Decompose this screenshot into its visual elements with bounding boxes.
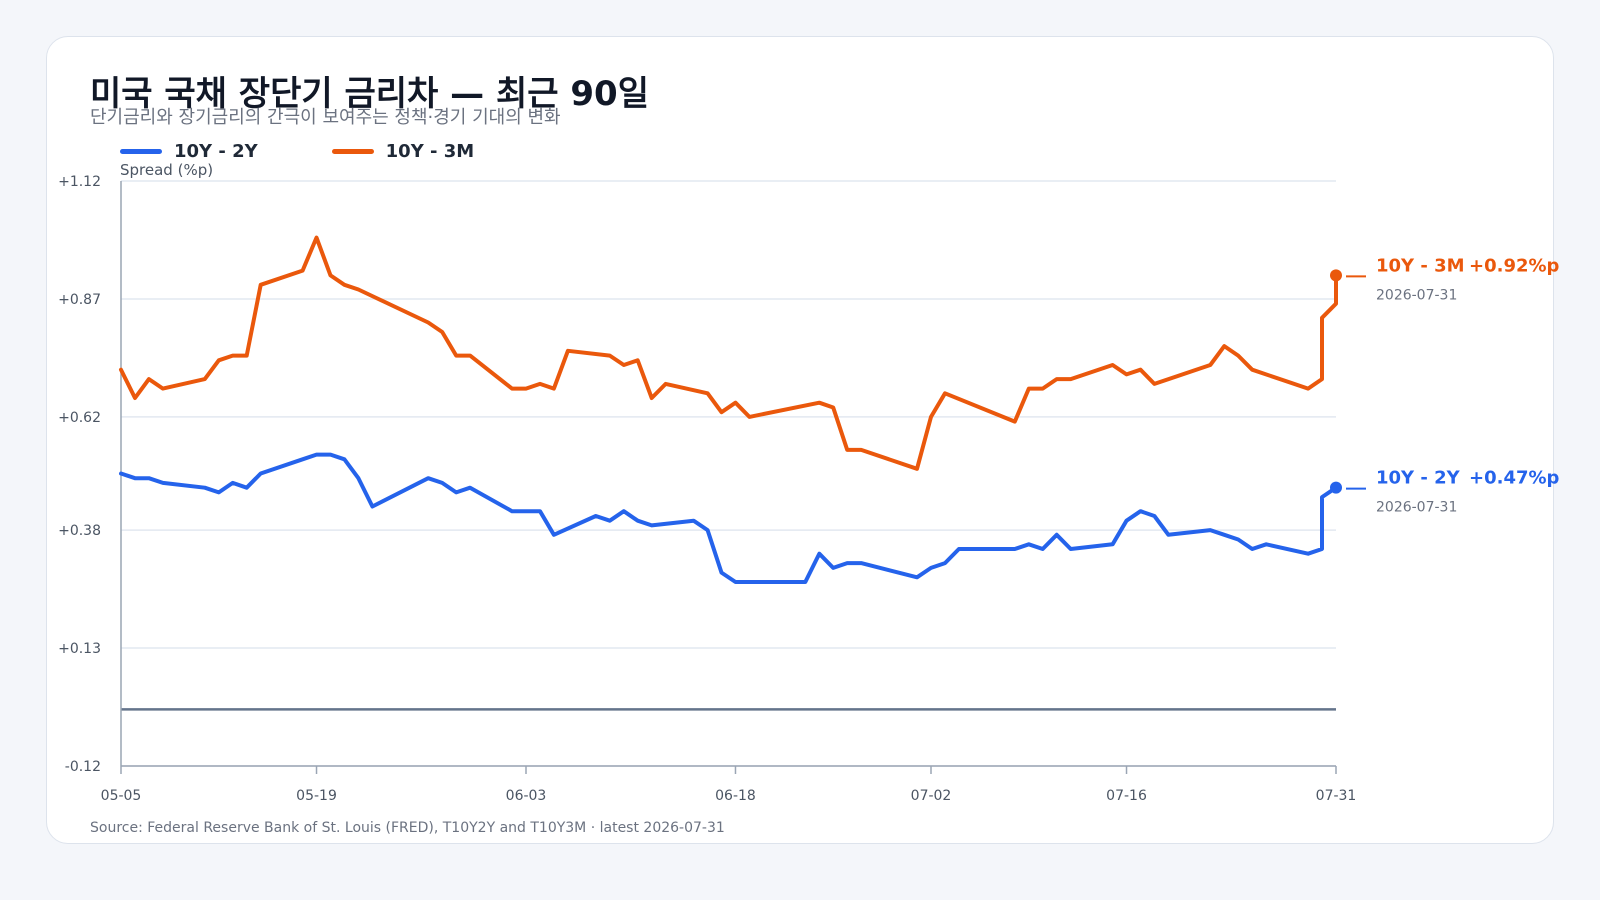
legend-swatch-10y-2y [120,148,162,154]
chart-title: 미국 국채 장단기 금리차 — 최근 90일 [90,74,649,114]
series-lines [119,235,1342,584]
y-tick-label: +1.12 [58,174,101,190]
legend-item-10y-2y[interactable]: 10Y - 2Y [120,141,258,162]
y-axis-label: Spread (%p) [120,161,213,179]
series-line-10y-3m [119,235,1338,471]
x-tick-label: 06-18 [715,788,756,804]
series-line-10y-2y [119,452,1338,584]
y-tick-label: +0.62 [58,410,101,426]
y-tick-label: +0.13 [58,641,101,657]
end-point-10y-2y [1330,481,1342,494]
legend-label-10y-2y: 10Y - 2Y [174,140,258,162]
legend-swatch-10y-3m [331,148,374,154]
end-label-date-10y-2y: 2026-07-31 [1376,500,1457,516]
source-note: Source: Federal Reserve Bank of St. Loui… [90,820,725,836]
y-tick-label: +0.87 [58,292,101,308]
end-label-name-10y-2y: 10Y - 2Y [1376,468,1461,489]
end-labels: 10Y - 2Y +0.47%p 2026-07-31 10Y - 3M +0.92%p… [1346,255,1560,516]
legend-label-10y-3m: 10Y - 3M [385,140,475,162]
end-label-name-10y-3m: 10Y - 3M [1376,255,1465,276]
y-tick-label: +0.38 [58,523,101,539]
x-tick-label: 07-16 [1106,788,1147,804]
chart-subtitle: 단기금리와 장기금리의 간극이 보여주는 정책·경기 기대의 변화 [90,107,561,128]
y-tick-label: -0.12 [65,759,101,775]
end-label-date-10y-3m: 2026-07-31 [1376,287,1457,303]
end-point-10y-3m [1330,269,1342,282]
x-tick-label: 07-31 [1316,788,1357,804]
end-label-value-10y-3m: +0.92%p [1469,255,1560,276]
x-tick-label: 05-05 [101,788,142,804]
x-tick-label: 07-02 [911,788,952,804]
legend: 10Y - 2Y 10Y - 3M [120,138,548,164]
x-tick-label: 05-19 [296,788,337,804]
end-label-value-10y-2y: +0.47%p [1469,468,1560,489]
x-tick-label: 06-03 [506,788,547,804]
legend-item-10y-3m[interactable]: 10Y - 3M [331,140,475,162]
